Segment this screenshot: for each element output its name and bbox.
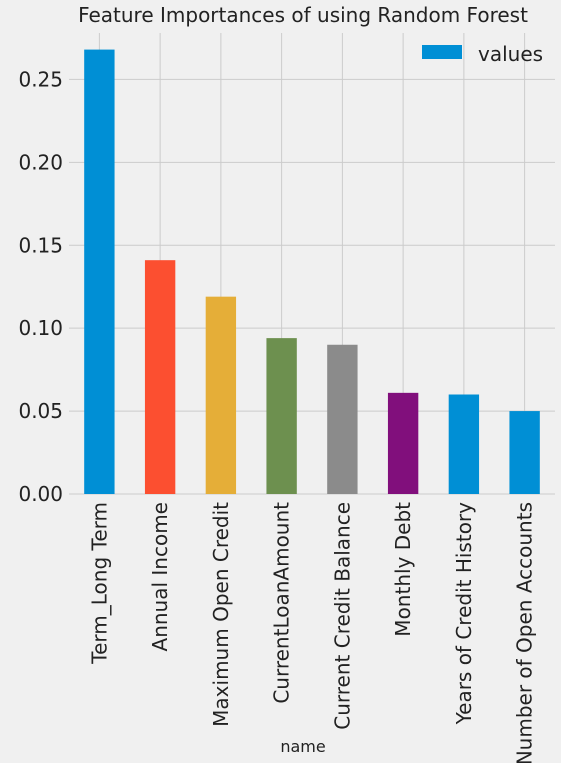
y-tick-label: 0.25 xyxy=(18,67,63,91)
x-tick-label: Current Credit Balance xyxy=(330,502,354,730)
bars xyxy=(84,49,540,494)
bar xyxy=(205,296,237,494)
bar xyxy=(387,392,419,494)
x-tick-labels: Term_Long Term Annual Income Maximum Open … xyxy=(87,502,536,763)
x-tick-label: Term_Long Term xyxy=(87,502,111,665)
y-tick-label: 0.10 xyxy=(18,316,63,340)
y-tick-label: 0.00 xyxy=(18,482,63,506)
y-tick-label: 0.05 xyxy=(18,399,63,423)
bar xyxy=(144,260,176,494)
x-tick-label: Annual Income xyxy=(148,502,172,651)
x-tick-label: Number of Open Accounts xyxy=(513,502,537,763)
legend-label: values xyxy=(478,42,543,66)
x-tick-label: CurrentLoanAmount xyxy=(270,502,294,704)
y-tick-labels: 0.00 0.05 0.10 0.15 0.20 0.25 xyxy=(18,67,63,506)
bar xyxy=(84,49,115,494)
y-tick-label: 0.20 xyxy=(18,150,63,174)
legend-swatch xyxy=(422,45,462,59)
y-tick-label: 0.15 xyxy=(18,233,63,257)
bar xyxy=(509,411,540,494)
chart-title: Feature Importances of using Random Fore… xyxy=(78,3,528,27)
bar xyxy=(327,344,358,494)
plot-area xyxy=(69,33,555,494)
x-tick-label: Monthly Debt xyxy=(391,502,415,637)
x-tick-label: Maximum Open Credit xyxy=(209,502,233,727)
x-axis-label: name xyxy=(280,737,325,756)
x-tick-label: Years of Credit History xyxy=(452,502,476,726)
bar xyxy=(448,394,480,494)
legend: values xyxy=(422,42,543,66)
bar xyxy=(266,338,297,494)
